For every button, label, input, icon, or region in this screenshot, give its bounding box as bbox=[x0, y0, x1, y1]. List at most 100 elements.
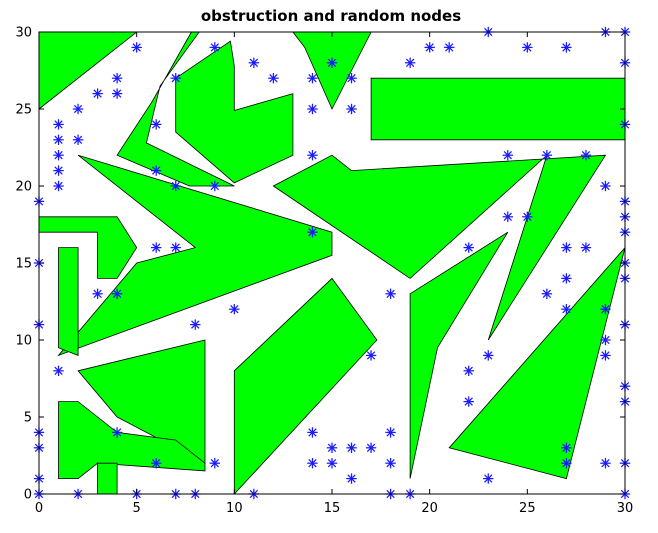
obstacle-2 bbox=[116, 31, 235, 187]
x-tick-label: 15 bbox=[324, 501, 341, 516]
node-marker bbox=[444, 42, 455, 53]
node-marker bbox=[307, 427, 318, 438]
node-marker bbox=[502, 150, 513, 161]
x-tick-label: 0 bbox=[35, 501, 43, 516]
node-marker bbox=[326, 458, 338, 469]
node-marker bbox=[131, 42, 142, 53]
node-marker bbox=[170, 73, 181, 84]
node-marker bbox=[463, 242, 474, 253]
obstacle-15 bbox=[448, 247, 626, 480]
obstacle-5 bbox=[370, 77, 626, 141]
obstacle-9 bbox=[58, 247, 79, 356]
node-marker bbox=[53, 150, 64, 161]
node-marker bbox=[307, 150, 318, 161]
y-tick-label: 20 bbox=[15, 180, 32, 195]
node-marker bbox=[463, 396, 474, 407]
node-marker bbox=[307, 458, 318, 469]
x-tick-label: 20 bbox=[421, 501, 438, 516]
node-marker bbox=[53, 119, 64, 130]
node-marker bbox=[190, 319, 201, 330]
node-marker bbox=[385, 288, 396, 299]
x-axis: 0 5 10 15 20 25 30 bbox=[35, 32, 633, 516]
node-marker bbox=[346, 103, 357, 115]
node-marker bbox=[151, 458, 162, 469]
node-marker bbox=[424, 42, 435, 53]
node-marker bbox=[522, 42, 533, 53]
node-marker bbox=[365, 350, 377, 361]
node-marker bbox=[346, 442, 357, 453]
node-marker bbox=[580, 150, 592, 161]
chart-title: obstruction and random nodes bbox=[201, 7, 461, 25]
x-tick-label: 30 bbox=[617, 501, 634, 516]
node-marker bbox=[385, 427, 396, 438]
node-marker bbox=[561, 242, 572, 253]
node-marker bbox=[53, 165, 64, 176]
node-marker bbox=[502, 211, 513, 222]
y-tick-label: 15 bbox=[15, 257, 32, 272]
node-marker bbox=[404, 57, 416, 68]
node-marker bbox=[580, 242, 592, 253]
node-marker bbox=[483, 473, 494, 484]
node-marker bbox=[53, 180, 64, 192]
obstacle-8 bbox=[38, 216, 138, 279]
x-tick-label: 25 bbox=[519, 501, 536, 516]
node-marker bbox=[151, 119, 162, 130]
node-marker bbox=[170, 180, 181, 192]
x-tick-label: 10 bbox=[226, 501, 243, 516]
node-marker bbox=[365, 442, 377, 453]
node-marker bbox=[561, 458, 572, 469]
node-marker bbox=[346, 473, 357, 484]
node-marker bbox=[561, 304, 572, 315]
obstacle-11 bbox=[409, 231, 509, 479]
y-tick-label: 25 bbox=[15, 103, 32, 118]
node-marker bbox=[600, 334, 611, 346]
node-marker bbox=[600, 350, 611, 361]
node-marker bbox=[53, 365, 64, 376]
y-tick-label: 5 bbox=[24, 411, 32, 426]
obstacle-7 bbox=[272, 153, 607, 341]
node-marker bbox=[307, 103, 318, 115]
obstacle-10 bbox=[233, 277, 378, 496]
node-marker bbox=[326, 57, 338, 68]
node-marker bbox=[541, 288, 553, 299]
obstacle-3 bbox=[175, 40, 294, 184]
node-marker bbox=[72, 134, 84, 145]
node-marker bbox=[111, 288, 123, 299]
node-marker bbox=[268, 73, 279, 84]
node-marker bbox=[248, 57, 260, 68]
node-marker bbox=[600, 304, 611, 315]
node-marker bbox=[209, 458, 220, 469]
node-marker bbox=[561, 442, 572, 453]
node-marker bbox=[307, 73, 318, 84]
node-marker bbox=[72, 103, 84, 115]
node-marker bbox=[326, 442, 338, 453]
node-marker bbox=[522, 211, 533, 222]
node-marker bbox=[111, 427, 123, 438]
y-tick-label: 30 bbox=[15, 26, 32, 41]
node-marker bbox=[92, 88, 103, 99]
obstacle-14 bbox=[97, 462, 118, 495]
node-marker bbox=[111, 88, 123, 99]
x-tick-label: 5 bbox=[133, 501, 141, 516]
node-marker bbox=[600, 458, 611, 469]
node-marker bbox=[209, 180, 220, 192]
node-marker bbox=[561, 42, 572, 53]
obstacles-layer bbox=[38, 31, 626, 496]
node-marker bbox=[209, 42, 220, 53]
node-marker bbox=[541, 150, 553, 161]
node-marker bbox=[111, 73, 123, 84]
node-marker bbox=[307, 227, 318, 238]
node-marker bbox=[92, 288, 103, 299]
node-marker bbox=[600, 180, 611, 192]
node-marker bbox=[463, 365, 474, 376]
node-marker bbox=[151, 242, 162, 253]
node-marker bbox=[170, 242, 181, 253]
y-tick-label: 0 bbox=[24, 488, 32, 503]
node-marker bbox=[483, 350, 494, 361]
y-tick-label: 10 bbox=[15, 334, 32, 349]
node-marker bbox=[151, 165, 162, 176]
obstacle-13 bbox=[58, 401, 206, 480]
node-marker bbox=[561, 273, 572, 284]
y-axis: 0 5 10 15 20 25 30 bbox=[15, 26, 625, 503]
